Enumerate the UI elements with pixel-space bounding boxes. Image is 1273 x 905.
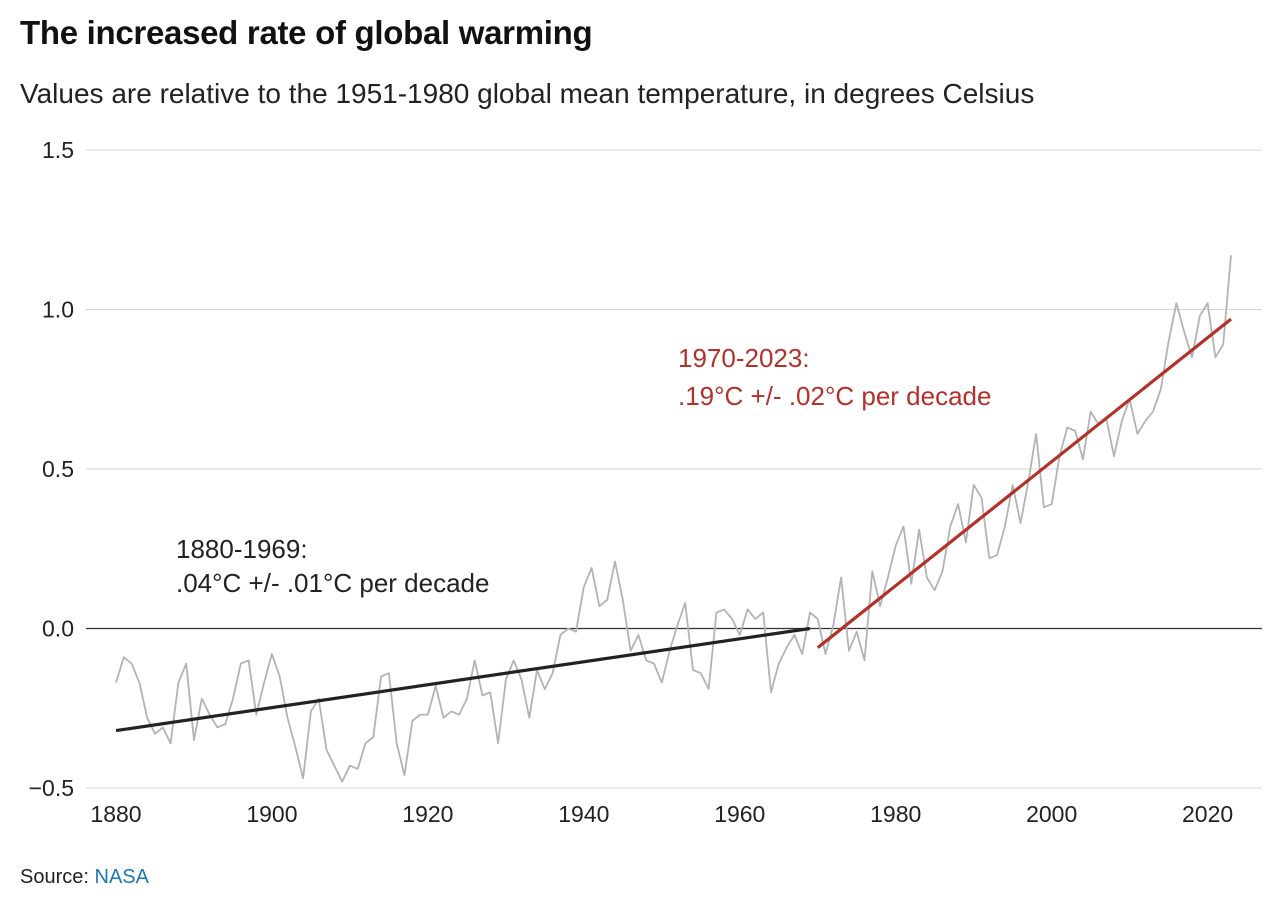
x-tick-label: 1960 [714,801,765,827]
x-tick-label: 2000 [1026,801,1077,827]
x-tick-label: 2020 [1182,801,1233,827]
annual-anomaly-line [115,255,1232,783]
y-tick-label: 0.5 [42,456,74,482]
source-label: Source: [20,866,89,888]
y-tick-label: 1.0 [42,297,74,323]
y-tick-label: 0.0 [42,616,74,642]
x-tick-label: 1880 [90,801,141,827]
annotation-1880-1969-period: 1880-1969: [176,534,308,564]
annotation-1970-2023-period: 1970-2023: [678,343,810,373]
y-tick-label: −0.5 [29,775,74,801]
x-tick-label: 1940 [558,801,609,827]
chart-title: The increased rate of global warming [20,14,593,51]
annotation-1880-1969-rate: .04°C +/- .01°C per decade [176,568,489,598]
chart-subtitle: Values are relative to the 1951-1980 glo… [20,78,1035,109]
y-tick-label: 1.5 [42,137,74,163]
trend-line-1880-1969 [115,626,811,733]
x-tick-label: 1900 [246,801,297,827]
source-link-nasa[interactable]: NASA [94,866,149,888]
x-tick-label: 1980 [870,801,921,827]
annotation-1970-2023-rate: .19°C +/- .02°C per decade [678,381,991,411]
x-tick-label: 1920 [402,801,453,827]
trend-line-1970-2023 [816,317,1232,649]
source-note: Source: NASA [20,866,149,889]
